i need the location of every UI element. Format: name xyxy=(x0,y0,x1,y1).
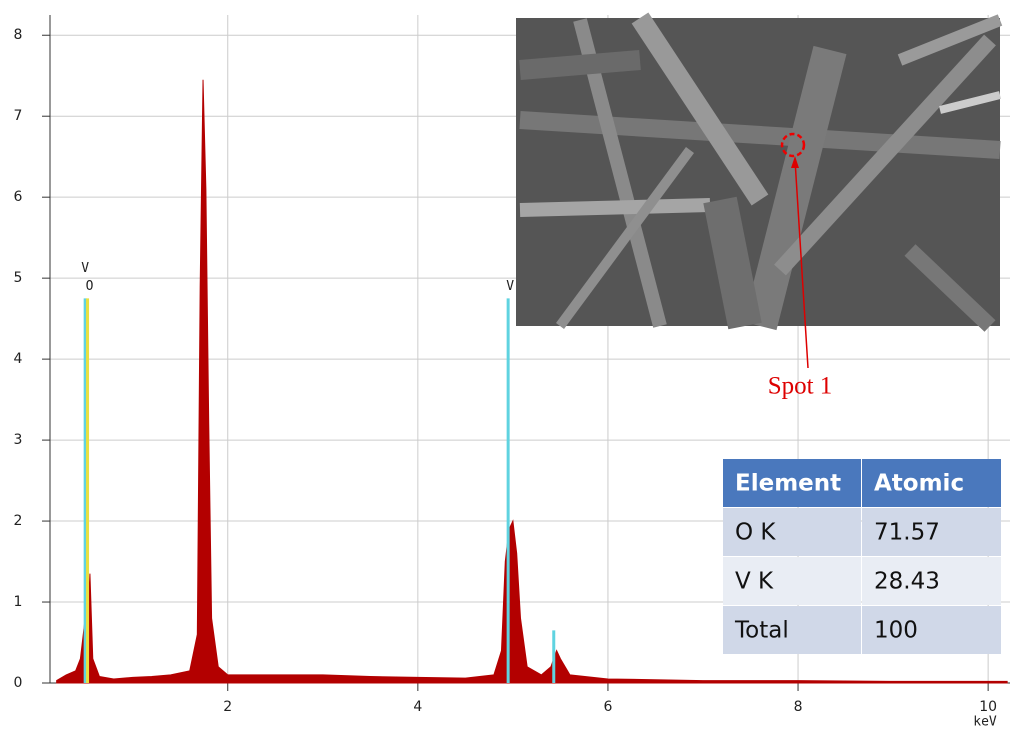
spot-arrow xyxy=(794,159,809,369)
table-cell xyxy=(862,557,1001,605)
x-tick-label: 4 xyxy=(413,699,422,715)
marker-label: V xyxy=(81,261,89,276)
table-cell-text: O K xyxy=(735,520,776,546)
table-cell-text: 100 xyxy=(874,618,918,644)
marker-label: O xyxy=(86,279,94,294)
y-tick-label: 0 xyxy=(14,675,23,691)
y-tick-label: 5 xyxy=(14,270,23,286)
table-header: Atomic xyxy=(874,471,964,497)
y-tick-label: 8 xyxy=(14,27,23,43)
y-tick-label: 4 xyxy=(14,351,23,367)
table-cell-text: 71.57 xyxy=(874,520,940,546)
x-tick-label: 2 xyxy=(223,699,232,715)
y-tick-label: 7 xyxy=(14,108,23,124)
x-tick-label: 10 xyxy=(979,699,997,715)
table-cell-text: V K xyxy=(735,569,774,595)
table-cell xyxy=(862,606,1001,654)
y-tick-label: 6 xyxy=(14,189,23,205)
table-cell xyxy=(723,557,861,605)
spectrum xyxy=(56,79,1008,684)
table-header: Element xyxy=(735,471,841,497)
arrow-head xyxy=(791,156,799,168)
x-tick-label: 8 xyxy=(794,699,803,715)
spot-circle xyxy=(780,132,806,158)
x-axis-label: keV xyxy=(973,715,997,730)
table-cell-text: 28.43 xyxy=(874,569,940,595)
table-header-cell xyxy=(862,459,1001,507)
table-header-cell xyxy=(723,459,861,507)
marker-label: V xyxy=(506,279,514,294)
x-tick-label: 6 xyxy=(603,699,612,715)
table-cell xyxy=(723,606,861,654)
table-cell xyxy=(862,508,1001,556)
y-tick-label: 2 xyxy=(14,513,23,529)
nanowires xyxy=(519,12,1003,332)
annotation: Spot 1 xyxy=(768,373,833,400)
table-cell xyxy=(723,508,861,556)
table-cell-text: Total xyxy=(734,618,789,644)
sem-image xyxy=(516,12,1003,332)
y-tick-label: 1 xyxy=(14,594,23,610)
y-tick-label: 3 xyxy=(14,432,23,448)
